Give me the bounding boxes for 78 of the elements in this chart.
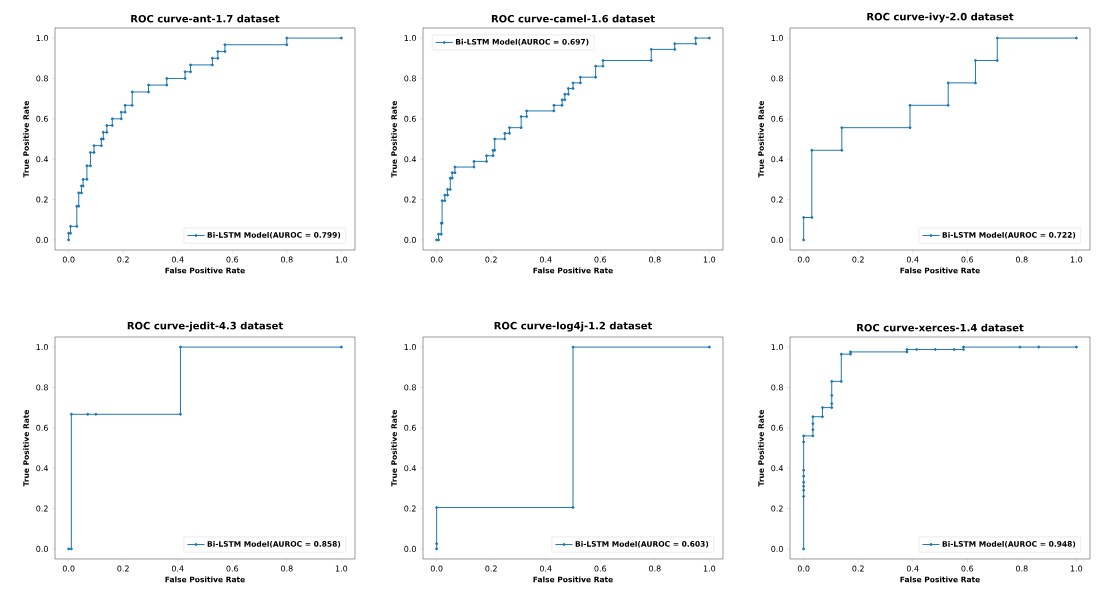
y-tick-label: 0.0 (36, 545, 48, 552)
x-tick-label: 0.4 (906, 565, 919, 572)
y-tick-label: 1.0 (404, 35, 416, 42)
x-tick-label: 0.8 (1015, 256, 1028, 263)
y-tick-label: 0.4 (404, 156, 417, 163)
y-tick-label: 1.0 (404, 344, 416, 351)
x-tick-label: 0.6 (594, 565, 607, 572)
y-tick-label: 0.8 (404, 75, 416, 82)
y-tick-label: 0.0 (771, 545, 783, 552)
x-tick-label: 1.0 (335, 256, 348, 263)
x-tick-label: 0.8 (648, 256, 661, 263)
y-tick-label: 0.2 (771, 196, 783, 203)
x-tick-label: 0.6 (226, 256, 239, 263)
chart-title: ROC curve-xerces-1.4 dataset (857, 323, 1024, 332)
chart-title: ROC curve-jedit-4.3 dataset (127, 321, 283, 332)
y-tick-label: 0.2 (36, 196, 48, 203)
x-tick-label: 1.0 (703, 256, 716, 263)
x-tick-label: 0.4 (171, 256, 184, 263)
x-tick-label: 1.0 (1070, 256, 1083, 263)
x-tick-label: 0.6 (961, 256, 974, 263)
y-tick-label: 0.6 (36, 115, 48, 122)
x-tick-label: 0.8 (1015, 565, 1028, 572)
y-tick-label: 0.4 (404, 465, 417, 472)
y-tick-label: 1.0 (36, 35, 48, 42)
x-tick-label: 0.2 (485, 256, 497, 263)
y-tick-label: 0.2 (404, 505, 416, 512)
x-tick-label: 0.0 (797, 565, 810, 572)
y-tick-label: 1.0 (771, 344, 783, 351)
x-tick-label: 0.6 (594, 256, 607, 263)
y-tick-label: 0.0 (404, 236, 416, 243)
x-tick-label: 0.4 (539, 256, 552, 263)
x-tick-label: 0.2 (485, 565, 497, 572)
x-tick-label: 1.0 (703, 565, 716, 572)
y-tick-label: 0.6 (404, 115, 416, 122)
y-tick-label: 0.6 (404, 424, 416, 431)
x-tick-label: 0.0 (797, 256, 810, 263)
x-tick-label: 0.6 (961, 565, 974, 572)
y-tick-label: 0.8 (36, 384, 48, 391)
y-tick-label: 1.0 (771, 35, 783, 42)
y-tick-label: 0.4 (771, 156, 784, 163)
x-tick-label: 0.0 (62, 256, 75, 263)
y-tick-label: 0.6 (771, 115, 783, 122)
y-tick-label: 1.0 (36, 344, 48, 351)
y-tick-label: 0.8 (36, 75, 48, 82)
y-tick-label: 0.2 (36, 505, 48, 512)
x-tick-label: 1.0 (1070, 565, 1083, 572)
y-tick-label: 0.6 (771, 424, 783, 431)
y-tick-label: 0.0 (404, 545, 416, 552)
x-tick-label: 0.0 (430, 256, 443, 263)
y-tick-label: 0.2 (771, 505, 783, 512)
x-tick-label: 0.0 (62, 565, 75, 572)
x-tick-label: 0.2 (852, 256, 864, 263)
y-tick-label: 0.8 (404, 384, 416, 391)
y-tick-label: 0.2 (404, 196, 416, 203)
y-tick-label: 0.4 (36, 465, 49, 472)
x-tick-label: 0.2 (117, 565, 129, 572)
x-tick-label: 0.8 (648, 565, 661, 572)
chart-title: ROC curve-ivy-2.0 dataset (867, 12, 1014, 23)
y-tick-label: 0.6 (36, 424, 48, 431)
x-tick-label: 0.2 (117, 256, 129, 263)
x-tick-label: 0.4 (906, 256, 919, 263)
x-tick-label: 0.0 (430, 565, 443, 572)
x-tick-label: 0.4 (171, 565, 184, 572)
x-tick-label: 0.2 (852, 565, 864, 572)
chart-title: ROC curve-ant-1.7 dataset (131, 14, 280, 23)
y-tick-label: 0.0 (771, 236, 783, 243)
y-tick-label: 0.8 (771, 384, 783, 391)
x-tick-label: 1.0 (335, 565, 348, 572)
x-tick-label: 0.6 (226, 565, 239, 572)
chart-title: ROC curve-camel-1.6 dataset (491, 14, 655, 23)
x-tick-label: 0.8 (281, 565, 293, 572)
y-tick-label: 0.4 (771, 465, 784, 472)
x-tick-label: 0.4 (539, 565, 552, 572)
y-tick-label: 0.4 (36, 156, 49, 163)
chart-title: ROC curve-log4j-1.2 dataset (494, 321, 653, 332)
y-tick-label: 0.0 (36, 236, 48, 243)
x-tick-label: 0.8 (281, 256, 293, 263)
y-tick-label: 0.8 (771, 75, 783, 82)
